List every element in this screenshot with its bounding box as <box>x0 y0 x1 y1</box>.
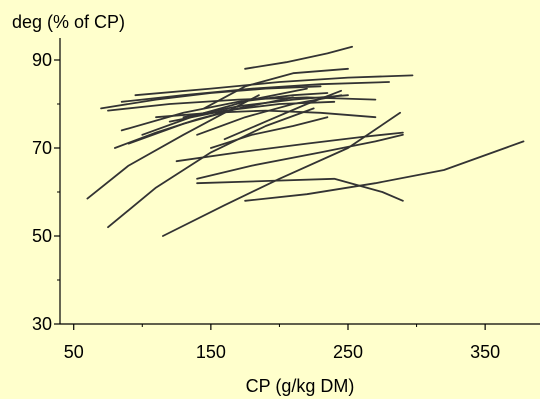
x-tick-labels: 50 150 250 350 <box>64 342 500 362</box>
series-line-2 <box>107 107 315 229</box>
x-tick-label: 250 <box>333 342 363 362</box>
series-line-21 <box>120 92 329 132</box>
series-line-13 <box>155 109 377 119</box>
series-line-11 <box>120 81 391 103</box>
series-line-4 <box>196 177 404 202</box>
series-line-23 <box>223 89 343 141</box>
series-line-17 <box>244 45 354 70</box>
series-line-7 <box>175 131 404 163</box>
y-tick-label: 30 <box>32 314 52 334</box>
x-tick-label: 350 <box>470 342 500 362</box>
y-tick-labels: 30 50 70 90 <box>32 50 52 334</box>
y-axis-label: deg (% of CP) <box>12 12 125 32</box>
series-lines <box>86 45 525 237</box>
series-line-6 <box>196 133 404 180</box>
x-tick-label: 150 <box>196 342 226 362</box>
series-line-20 <box>141 87 308 136</box>
series-line-8 <box>209 116 329 149</box>
series-line-19 <box>127 96 295 145</box>
y-tick-label: 70 <box>32 138 52 158</box>
x-tick-label: 50 <box>64 342 84 362</box>
y-tick-label: 90 <box>32 50 52 70</box>
y-tick-label: 50 <box>32 226 52 246</box>
series-line-12 <box>134 74 414 97</box>
series-line-16 <box>203 67 349 110</box>
series-line-3 <box>161 111 402 237</box>
series-line-5 <box>244 140 525 202</box>
x-axis-label: CP (g/kg DM) <box>246 376 355 396</box>
series-line-14 <box>168 100 336 123</box>
axes <box>54 38 540 330</box>
